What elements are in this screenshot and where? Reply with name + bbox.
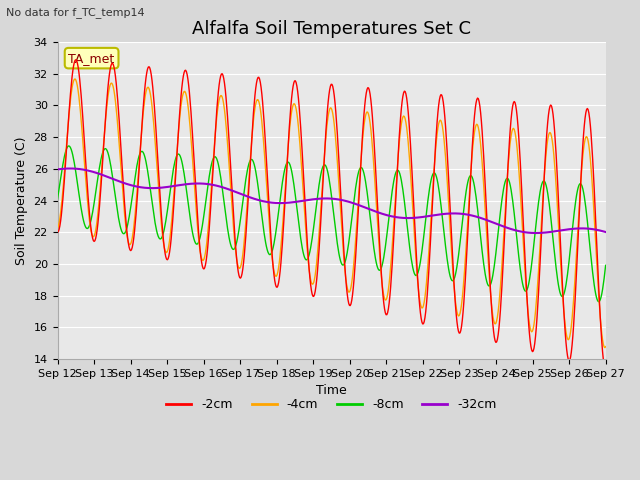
Legend: -2cm, -4cm, -8cm, -32cm: -2cm, -4cm, -8cm, -32cm <box>161 393 502 416</box>
Text: TA_met: TA_met <box>68 52 115 65</box>
X-axis label: Time: Time <box>316 384 347 397</box>
Y-axis label: Soil Temperature (C): Soil Temperature (C) <box>15 136 28 265</box>
Text: No data for f_TC_temp14: No data for f_TC_temp14 <box>6 7 145 18</box>
Title: Alfalfa Soil Temperatures Set C: Alfalfa Soil Temperatures Set C <box>192 20 471 38</box>
